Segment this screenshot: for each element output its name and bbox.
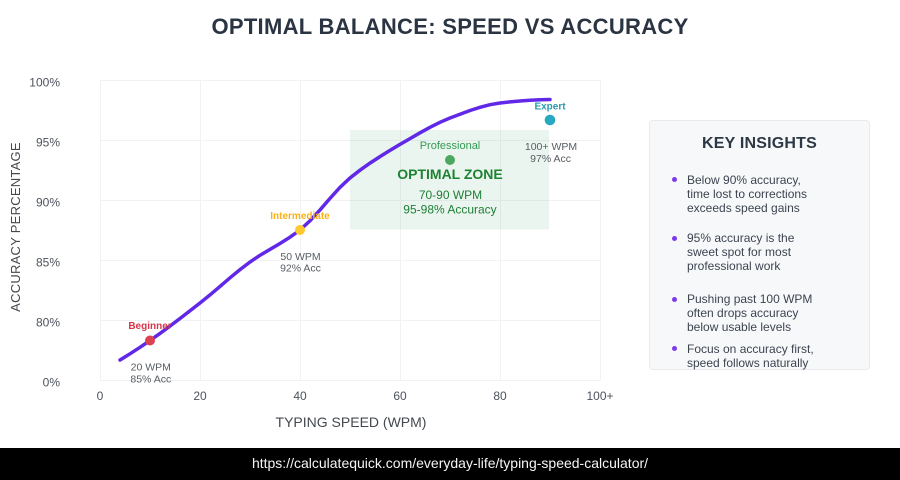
svg-text:95%: 95%: [36, 136, 60, 150]
svg-text:60: 60: [393, 389, 407, 403]
svg-text:20 WPM: 20 WPM: [131, 361, 171, 373]
svg-text:80: 80: [493, 389, 507, 403]
svg-text:Beginner: Beginner: [128, 321, 171, 332]
svg-text:95-98% Accuracy: 95-98% Accuracy: [403, 203, 496, 217]
svg-text:20: 20: [193, 389, 207, 403]
svg-text:0: 0: [97, 389, 104, 403]
svg-text:92% Acc: 92% Acc: [280, 262, 321, 274]
svg-text:Intermediate: Intermediate: [270, 211, 330, 222]
svg-text:OPTIMAL ZONE: OPTIMAL ZONE: [397, 166, 503, 182]
svg-text:85% Acc: 85% Acc: [130, 374, 171, 386]
svg-text:ACCURACY PERCENTAGE: ACCURACY PERCENTAGE: [8, 142, 23, 312]
svg-text:90%: 90%: [36, 196, 60, 210]
svg-text:100+ WPM: 100+ WPM: [525, 141, 577, 153]
svg-text:85%: 85%: [36, 256, 60, 270]
svg-text:0%: 0%: [43, 376, 61, 390]
svg-text:Expert: Expert: [534, 102, 566, 113]
svg-text:100+: 100+: [586, 389, 613, 403]
svg-text:100%: 100%: [29, 76, 60, 90]
svg-text:TYPING SPEED (WPM): TYPING SPEED (WPM): [276, 414, 427, 430]
svg-text:80%: 80%: [36, 316, 60, 330]
svg-text:97% Acc: 97% Acc: [530, 153, 571, 165]
svg-text:40: 40: [293, 389, 307, 403]
svg-text:70-90 WPM: 70-90 WPM: [419, 188, 482, 202]
svg-text:Professional: Professional: [420, 140, 481, 152]
svg-text:50 WPM: 50 WPM: [280, 251, 320, 263]
